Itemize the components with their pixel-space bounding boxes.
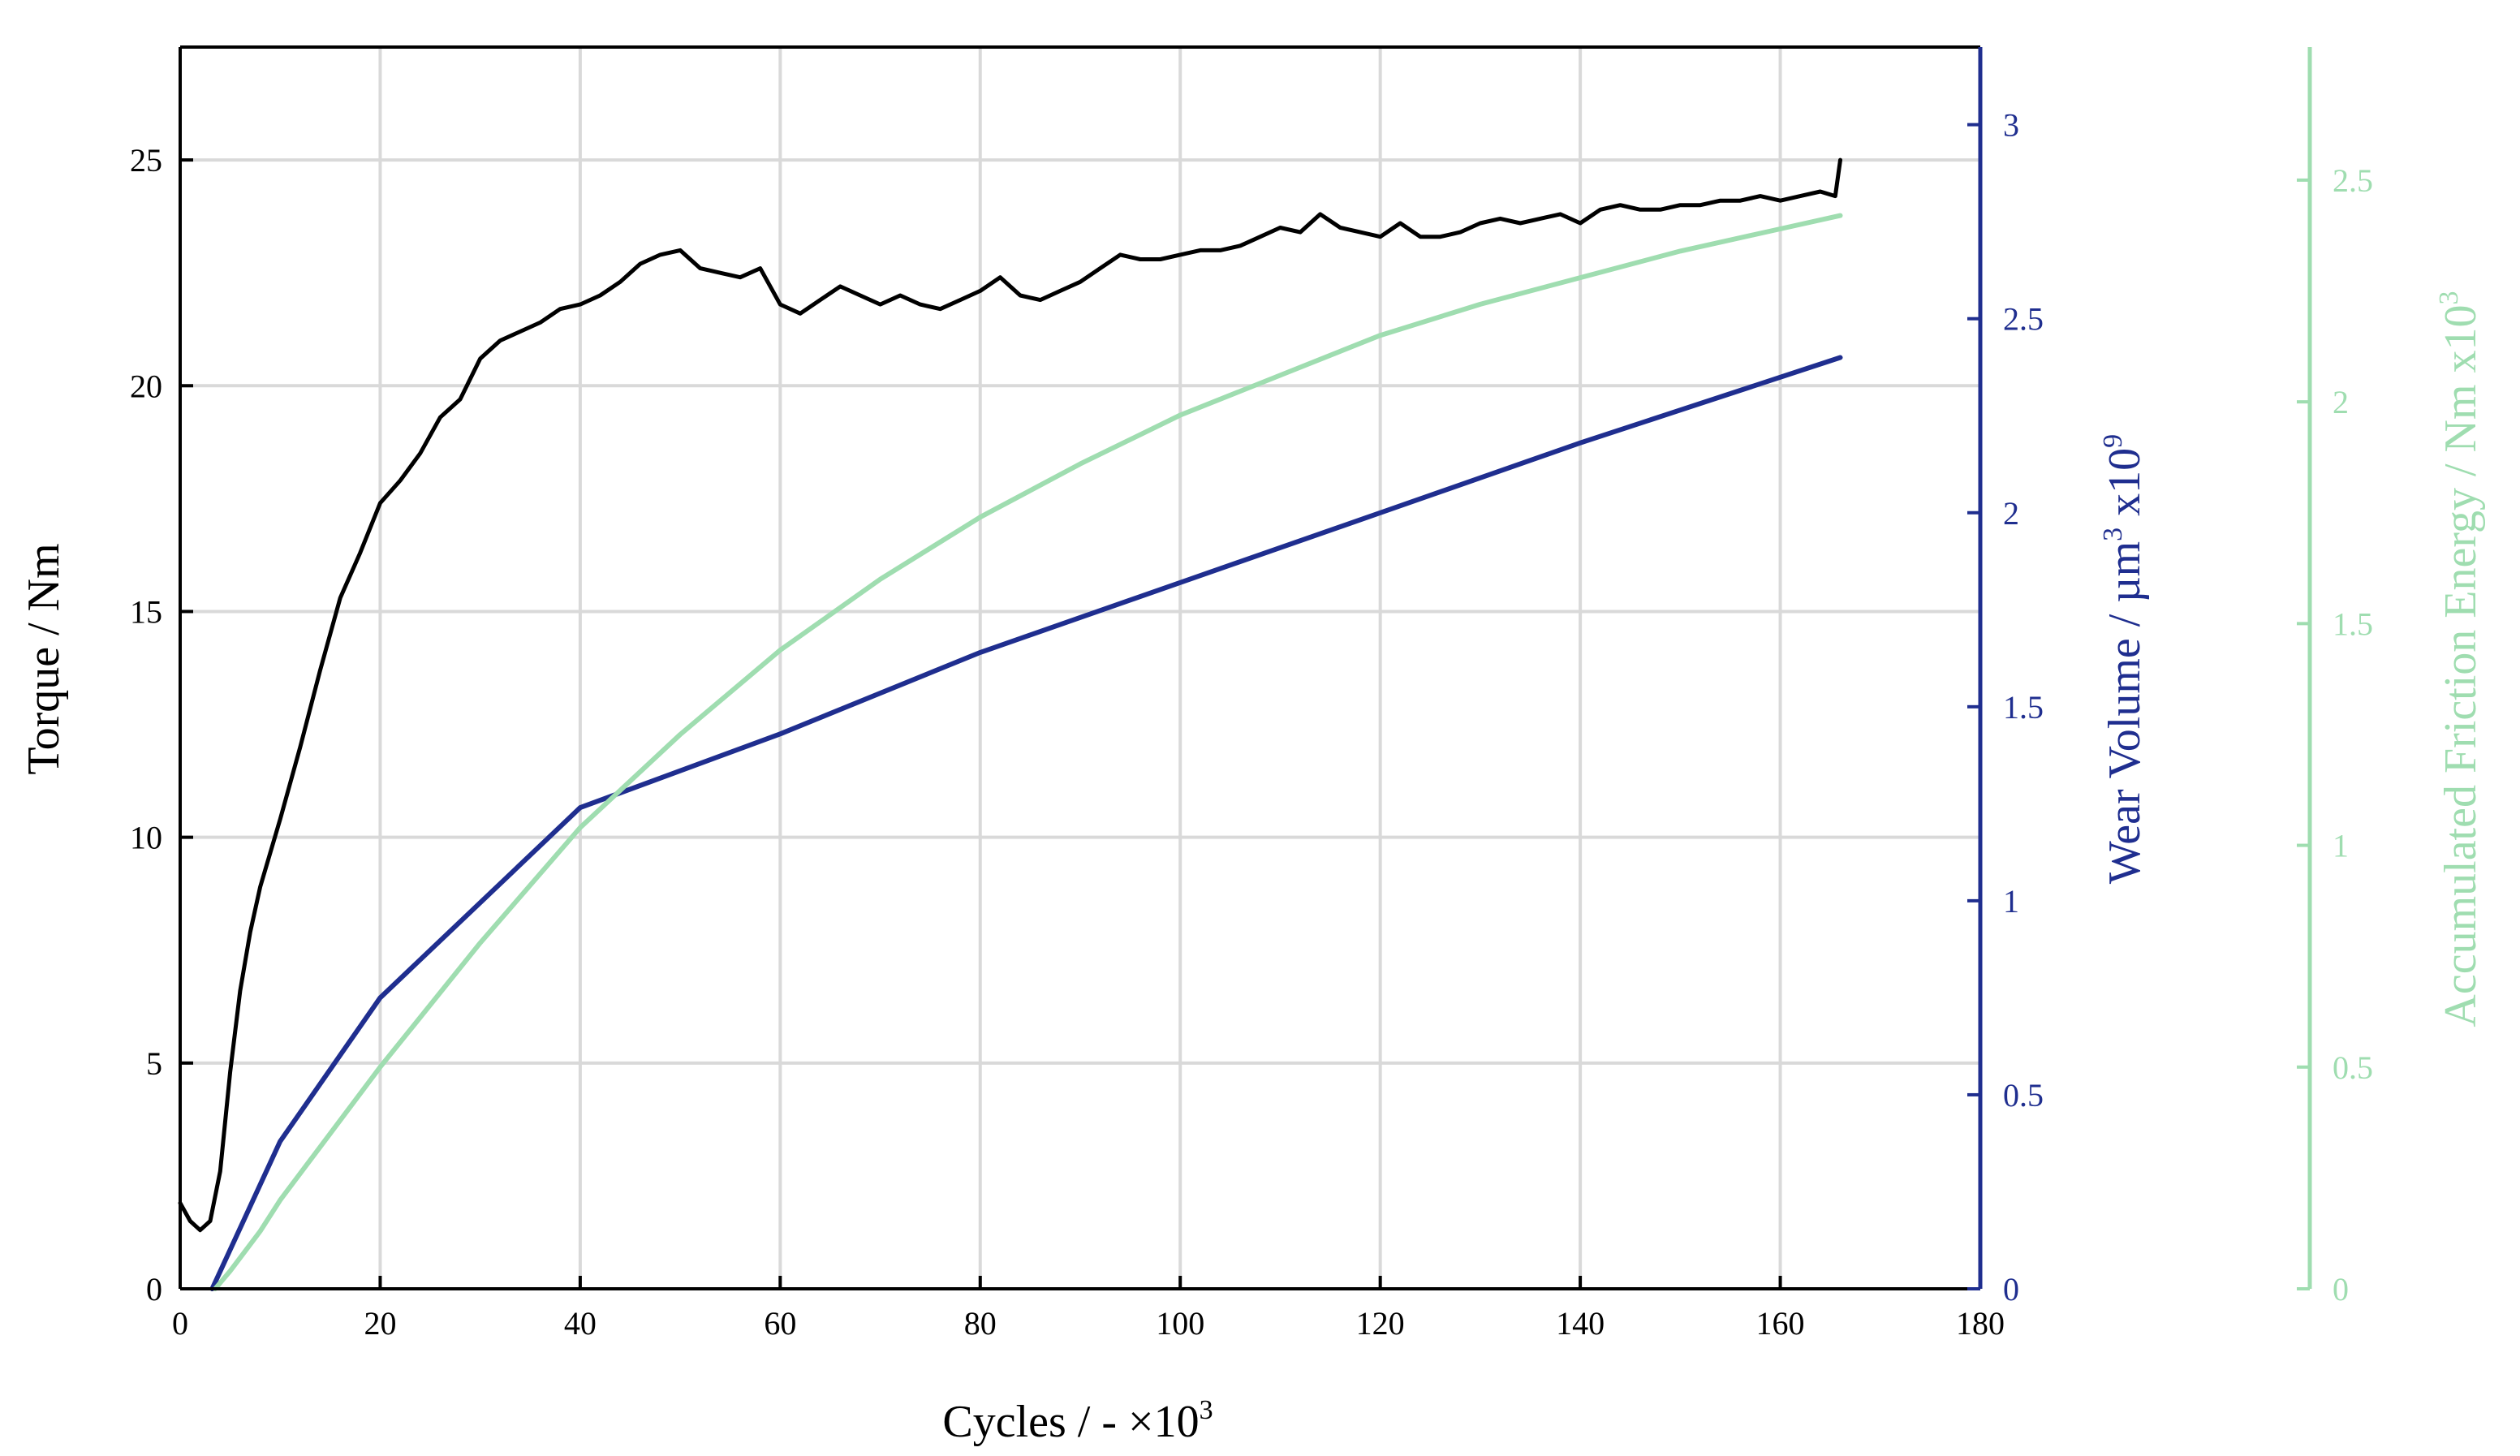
x-tick-label: 80	[964, 1305, 997, 1342]
right2-tick-label: 1.5	[2333, 605, 2373, 642]
x-axis-label-text: Cycles / - ×10	[942, 1397, 1199, 1447]
right1-tick-label: 3	[2003, 107, 2019, 144]
left-axis-label-text: Torque / Nm	[19, 543, 69, 774]
right1-axis-label-tail-sup: 9	[2098, 434, 2128, 448]
right1-axis-label-sup: 3	[2098, 528, 2128, 541]
x-axis-label: Cycles / - ×103	[942, 1395, 1213, 1447]
right2-axis-label-text: Accumulated Friction Energy / Nm x10	[2436, 304, 2486, 1027]
right2-tick-label: 1	[2333, 828, 2349, 864]
axes: 0 20 40 60 80 100 120 140 160 180051015202500.511…	[130, 45, 2373, 1342]
right2-tick-label: 2	[2333, 384, 2349, 420]
series-line-left	[178, 157, 1842, 1233]
x-axis-label-sup: 3	[1200, 1395, 1213, 1425]
series-line-right1	[209, 355, 1843, 1291]
right1-tick-label: 1	[2003, 883, 2019, 920]
right1-axis-label-tail: x10	[2100, 448, 2150, 528]
left-tick-label: 15	[130, 593, 162, 630]
x-tick-label: 60	[764, 1305, 796, 1342]
grid	[180, 47, 1980, 1289]
x-tick-label: 0	[172, 1305, 188, 1342]
right1-tick-label: 0.5	[2003, 1077, 2044, 1114]
x-tick-label: 40	[564, 1305, 597, 1342]
x-tick-label: 100	[1156, 1305, 1204, 1342]
right2-axis-label: Accumulated Friction Energy / Nm x103	[2434, 291, 2486, 1027]
left-tick-label: 20	[130, 368, 162, 404]
right1-tick-label: 1.5	[2003, 689, 2044, 726]
right2-axis-label-sup: 3	[2434, 291, 2464, 304]
x-tick-label: 140	[1556, 1305, 1605, 1342]
right2-tick-label: 0	[2333, 1271, 2349, 1307]
series-line-right2	[213, 213, 1843, 1291]
right2-tick-label: 0.5	[2333, 1049, 2373, 1086]
left-tick-label: 5	[146, 1045, 162, 1082]
series-layer	[178, 157, 1843, 1291]
right2-tick-label: 2.5	[2333, 162, 2373, 199]
right1-axis-label: Wear Volume / µm3 x109	[2098, 434, 2150, 884]
x-tick-label: 160	[1756, 1305, 1805, 1342]
right1-tick-label: 2	[2003, 495, 2019, 532]
left-tick-label: 25	[130, 142, 162, 179]
right1-tick-label: 2.5	[2003, 301, 2044, 338]
x-tick-label: 20	[364, 1305, 396, 1342]
right1-tick-label: 0	[2003, 1271, 2019, 1307]
x-tick-label: 120	[1356, 1305, 1405, 1342]
left-axis-label: Torque / Nm	[19, 543, 69, 774]
x-tick-label: 180	[1956, 1305, 2005, 1342]
left-tick-label: 0	[146, 1271, 162, 1307]
right1-axis-label-text: Wear Volume / µm	[2100, 541, 2150, 884]
left-tick-label: 10	[130, 820, 162, 856]
